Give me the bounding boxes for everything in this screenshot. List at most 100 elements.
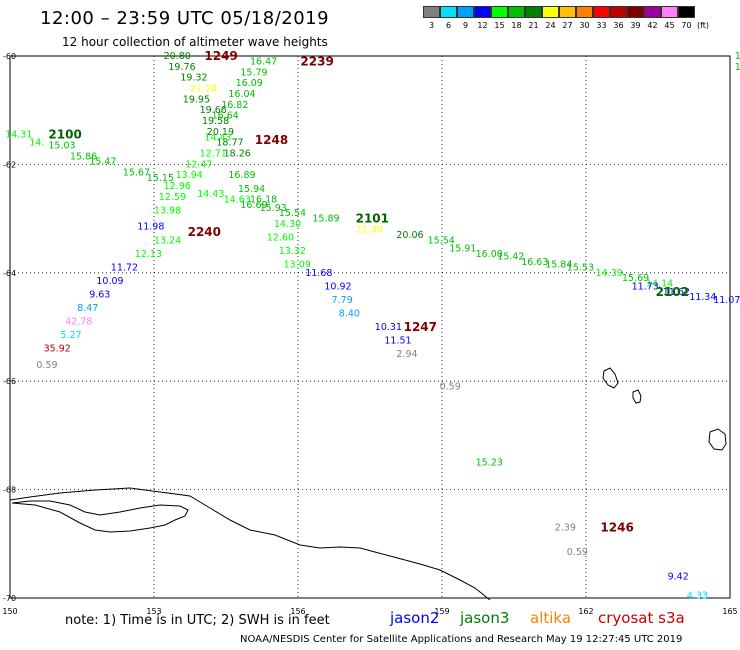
wave-height-reading: 21.28 [190,84,217,95]
footer-note: note: 1) Time is in UTC; 2) SWH is in fe… [65,613,330,628]
wave-height-reading: 10.92 [324,281,351,292]
pass-time-label: 1249 [204,49,237,63]
coastline-island-2 [632,389,642,404]
wave-height-reading: 14.43 [204,132,231,143]
wave-height-reading: 11.07 [713,295,740,306]
legend-tick-label: 24 [545,21,556,30]
wave-height-reading: 14.31 [5,130,32,141]
legend-swatch [457,6,474,18]
wave-height-reading: 15.54 [428,235,455,246]
wave-height-reading: 15.94 [238,184,265,195]
latitude-label: -64 [3,269,16,278]
wave-height-reading: 16.63 [521,257,548,268]
wave-height-reading: 35.92 [44,344,71,355]
wave-height-reading: 16.89 [228,170,255,181]
satellite-label-cryosat-s3a: cryosat s3a [598,609,685,627]
wave-height-reading: 11.51 [384,336,411,347]
legend-swatch [559,6,576,18]
wave-height-reading: 10.31 [375,322,402,333]
wave-height-reading: 19.76 [168,62,195,73]
wave-height-reading: 8.40 [339,308,360,319]
latitude-label: -62 [3,160,16,169]
legend-tick-label: 21 [528,21,539,30]
wave-height-reading: 5.27 [60,330,81,341]
pass-time-label: 2240 [188,225,221,239]
wave-height-reading: 13.94 [176,170,203,181]
wave-height-reading: 8.47 [77,303,98,314]
wave-height-reading: 20.80 [164,51,191,62]
wave-height-reading: 15.89 [312,214,339,225]
wave-height-reading: 0.59 [440,382,461,393]
legend-tick-label: 27 [562,21,573,30]
legend-swatch [474,6,491,18]
satellite-label-jason3: jason3 [460,609,510,627]
wave-height-reading: 13.09 [284,260,311,271]
wave-height-reading: 11.72 [111,262,138,273]
legend-tick-label: 6 [445,21,452,30]
coastline [9,367,727,601]
coastline-island-3 [708,428,727,451]
wave-height-reading: 11.34 [689,292,716,303]
wave-height-reading: 4.33 [687,590,708,601]
wave-height-reading: 17.60 [735,51,740,62]
legend-tick-label: 39 [630,21,641,30]
legend-unit: (ft) [697,21,710,30]
wave-height-reading: 12.59 [159,192,186,203]
longitude-label: 165 [722,607,737,616]
wave-height-reading: 0.59 [36,360,57,371]
legend-swatches [423,6,709,18]
legend-swatch [678,6,695,18]
wave-height-reading: 18.26 [224,149,251,160]
latitude-label: -68 [3,486,16,495]
legend-swatch [576,6,593,18]
wave-height-reading: 20.06 [396,230,423,241]
legend-tick-label: 9 [462,21,469,30]
latitude-label: -60 [3,52,16,61]
wave-height-reading: 12.13 [135,249,162,260]
legend-tick-label: 33 [596,21,607,30]
wave-height-reading: 15.79 [240,67,267,78]
legend-labels: 3 6 9 12 15 18 21 24 27 30 33 36 39 42 45 70 (ft) [423,21,709,30]
legend-swatch [593,6,610,18]
wave-height-reading: 2.39 [555,523,576,534]
page-title: 12:00 – 23:59 UTC 05/18/2019 [40,8,330,29]
wave-height-reading: 19.66 [200,105,227,116]
wave-height-reading: 15.86 [70,151,97,162]
legend-swatch [508,6,525,18]
wave-height-reading: 14.30 [274,219,301,230]
latitude-label: -70 [3,594,16,603]
wave-height-reading: 18.77 [216,138,243,149]
wave-height-reading: 2.94 [396,349,417,360]
wave-height-reading: 15.15 [147,173,174,184]
legend-swatch [440,6,457,18]
wave-height-reading: 7.79 [332,295,353,306]
legend-tick-label: 12 [477,21,488,30]
wave-height-reading: 11.68 [305,268,332,279]
wave-height-reading: 15.03 [48,140,75,151]
longitude-label: 153 [146,607,161,616]
wave-height-reading: 15.84 [545,260,572,271]
wave-height-reading: 10.09 [96,276,123,287]
wave-height-reading: 15.69 [622,273,649,284]
wave-height-reading: 16.47 [250,56,277,67]
pass-time-label: 2100 [48,128,81,142]
legend-tick-label: 15 [494,21,505,30]
legend-swatch [525,6,542,18]
coastline-mainland [9,487,491,601]
wave-height-reading: 16.63 [735,62,740,73]
legend-swatch [627,6,644,18]
pass-time-label: 1246 [600,521,633,535]
wave-height-reading: 14. [29,138,44,149]
wave-height-reading: 14.63 [224,195,251,206]
coastline-island-1 [602,367,619,389]
wave-height-reading: 15.93 [260,203,287,214]
graticule: 150 153 156 159 162 165 -60 -62 -64 -66 -68 -70 [2,52,737,616]
wave-height-reading: 0.59 [567,547,588,558]
legend-swatch [491,6,508,18]
coastline-island-large [11,500,189,533]
wave-height-reading: 16.04 [228,89,255,100]
wave-height-reading: 15.23 [476,458,503,469]
wave-height-reading: 15.42 [497,252,524,263]
